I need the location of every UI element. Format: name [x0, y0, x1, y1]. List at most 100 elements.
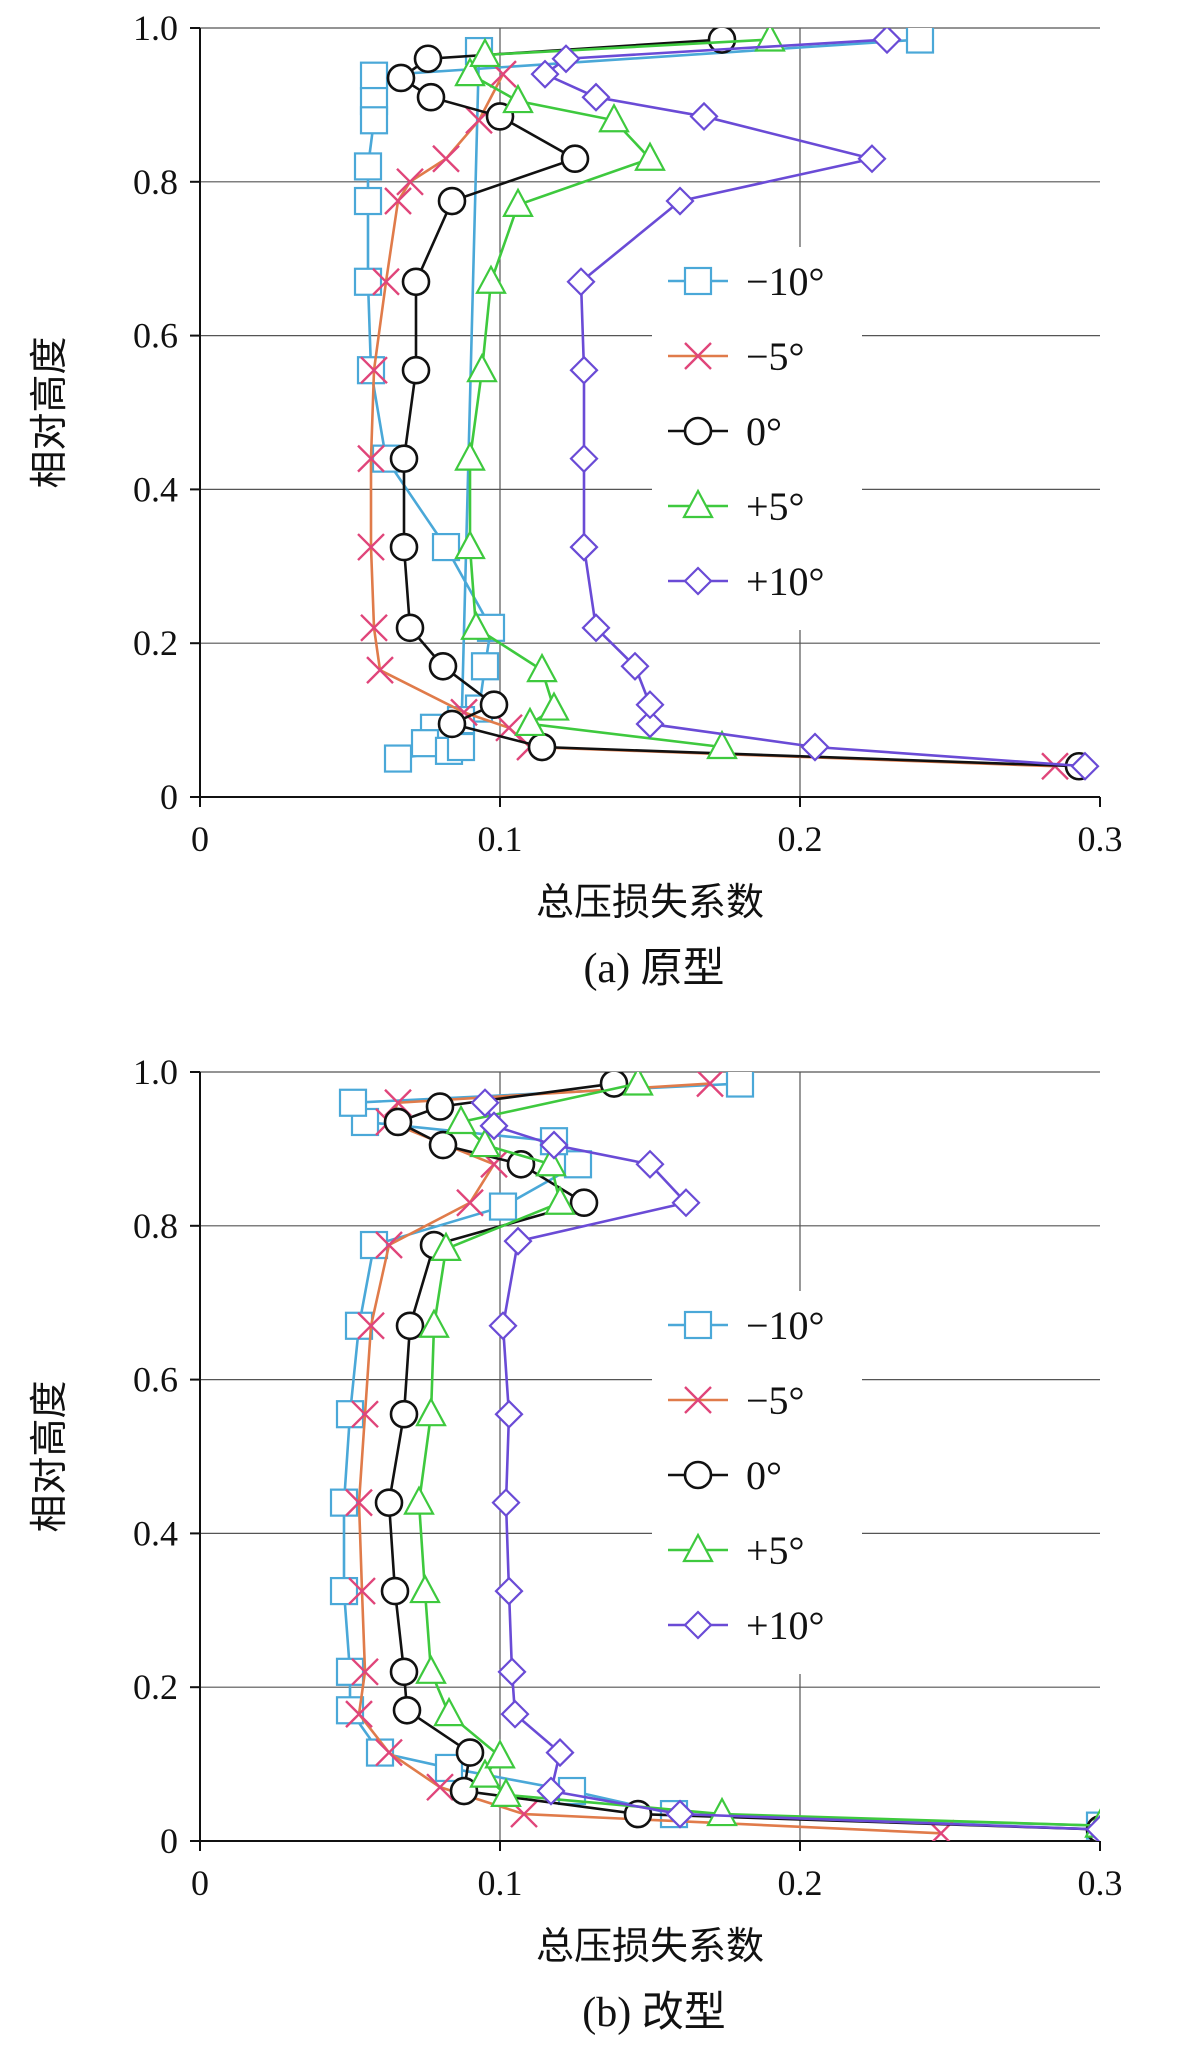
data-point [418, 1308, 450, 1338]
x-tick-label: 0.2 [778, 1863, 823, 1903]
data-point [599, 1072, 629, 1098]
data-point [490, 1777, 522, 1807]
data-point [526, 652, 558, 683]
data-point [359, 1230, 389, 1260]
data-point [536, 1776, 566, 1806]
data-point [374, 1488, 404, 1517]
data-point [488, 1311, 518, 1341]
data-point [415, 1654, 447, 1684]
series-0 [329, 1072, 1100, 1840]
legend-label: +5° [746, 484, 805, 529]
data-point [469, 1758, 501, 1788]
series-3 [454, 28, 786, 760]
data-point [384, 187, 412, 215]
y-tick-label: 1.0 [133, 8, 178, 48]
data-point [380, 1576, 410, 1606]
data-point [356, 356, 386, 385]
data-point [497, 1657, 527, 1687]
data-point [460, 610, 492, 640]
data-point [530, 59, 560, 89]
data-point [335, 1400, 365, 1429]
data-point [857, 144, 887, 174]
data-point [428, 1130, 458, 1160]
y-tick-label: 0 [160, 777, 178, 817]
legend-marker [682, 1532, 714, 1563]
data-point [671, 1188, 701, 1218]
data-point [389, 1399, 419, 1429]
data-point [360, 356, 388, 385]
x-tick-label: 0 [191, 1863, 209, 1903]
y-tick-label: 0 [160, 1821, 178, 1861]
series-2 [374, 1072, 1100, 1841]
data-point [416, 82, 446, 112]
data-point [344, 1311, 374, 1340]
data-point [375, 1738, 403, 1767]
data-point [569, 444, 599, 474]
data-point [437, 186, 467, 216]
legend-item: −5° [668, 334, 805, 379]
x-tick-label: 0 [191, 819, 209, 859]
x-axis-title: 总压损失系数 [536, 880, 764, 924]
legend-label: 0° [746, 409, 782, 454]
data-point [539, 1130, 569, 1160]
data-point [360, 613, 388, 642]
data-point [345, 1700, 373, 1728]
legend-item: 0° [668, 1453, 782, 1498]
data-point [456, 1188, 484, 1217]
data-point [449, 1776, 479, 1806]
data-point [569, 355, 599, 385]
y-tick-label: 0.2 [133, 1667, 178, 1707]
data-point [470, 1088, 500, 1118]
chart-panel-0: 0 0.1 0.2 0.3 0 0.2 0.4 0.6 0.8 1.0 总压损失系数 相对高度 (a) … [27, 8, 1123, 992]
data-point [563, 1150, 593, 1179]
data-point [430, 1231, 462, 1261]
data-point [581, 82, 611, 112]
legend-item: 0° [668, 409, 782, 454]
legend-marker [682, 488, 714, 519]
data-point [437, 709, 467, 739]
data-point [706, 729, 738, 760]
data-point [359, 61, 389, 90]
chart-caption: (b) 改型 [582, 1990, 725, 2036]
data-point [665, 1799, 695, 1829]
data-point [479, 1111, 509, 1141]
legend-label: 0° [746, 1453, 782, 1498]
data-point [353, 152, 383, 181]
data-point [466, 352, 498, 383]
data-point [386, 63, 416, 93]
series-3 [403, 1072, 1100, 1838]
x-axis-title: 总压损失系数 [536, 1924, 764, 1968]
legend-item: −10° [668, 1303, 825, 1348]
legend-label: −5° [746, 1378, 805, 1423]
chart-panel-1: 0 0.1 0.2 0.3 0 0.2 0.4 0.6 0.8 1.0 总压损失系数 相对高度 (b) … [27, 1052, 1123, 2036]
data-point [502, 83, 534, 114]
data-point [454, 529, 486, 560]
data-point [359, 106, 389, 135]
x-tick-label: 0.1 [478, 819, 523, 859]
data-point [410, 729, 440, 758]
data-point [598, 102, 630, 133]
data-point [401, 355, 431, 385]
data-point [383, 1107, 413, 1137]
y-tick-label: 0.8 [133, 1206, 178, 1246]
plot-area [353, 28, 1100, 781]
legend: −10° −5° 0° +5° +10° [652, 1291, 862, 1674]
data-point [415, 1396, 447, 1427]
data-point [544, 1185, 576, 1215]
data-point [396, 167, 424, 196]
data-point [502, 187, 534, 217]
data-point [665, 186, 695, 216]
data-point [383, 744, 413, 773]
data-point [800, 732, 830, 762]
data-point [366, 656, 394, 684]
data-point [454, 441, 486, 471]
legend-item: +10° [668, 559, 825, 604]
data-point [484, 1739, 516, 1769]
data-point [707, 28, 737, 54]
data-point [1085, 1814, 1100, 1841]
data-point [389, 444, 419, 473]
x-tick-label: 0.3 [1078, 1863, 1123, 1903]
data-point [392, 1695, 422, 1725]
data-point [426, 1773, 454, 1802]
data-point [566, 267, 596, 297]
